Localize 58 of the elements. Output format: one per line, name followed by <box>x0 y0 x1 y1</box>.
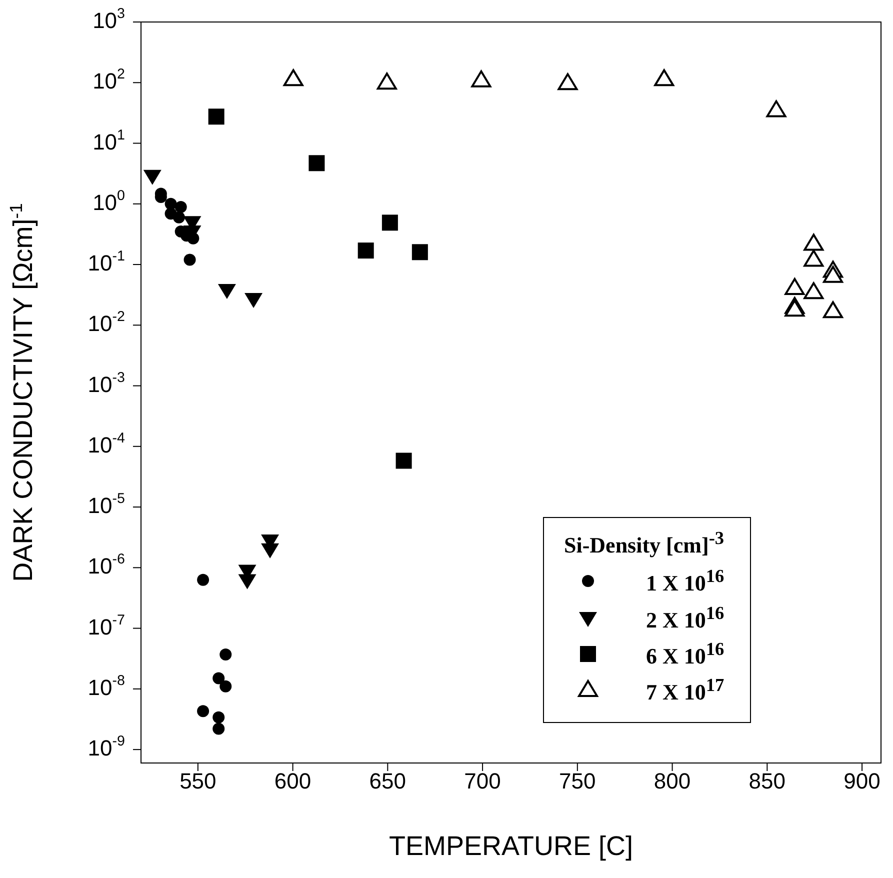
point <box>308 155 325 172</box>
point <box>212 722 225 735</box>
y-tick-label: 10$^{2}$ <box>92 66 126 94</box>
point <box>784 300 805 317</box>
point <box>822 301 843 318</box>
point <box>784 278 805 295</box>
point <box>283 69 304 86</box>
point <box>766 100 786 118</box>
point <box>558 73 578 90</box>
y-tick-label: 10$^{-7}$ <box>88 612 126 640</box>
y-tick-label: 10$^{-9}$ <box>88 733 126 760</box>
x-axis-title: TEMPERATURE [C] <box>388 831 634 861</box>
point <box>212 672 225 684</box>
legend-title: Si-Density [cm]$^{-3}$ <box>564 528 724 558</box>
point <box>212 711 225 724</box>
point <box>261 543 280 558</box>
x-tick-label: 550 <box>180 768 216 794</box>
point <box>471 70 492 88</box>
point <box>396 452 412 469</box>
y-tick-label: 10$^{-8}$ <box>88 672 126 700</box>
point <box>220 648 232 660</box>
point <box>174 200 187 213</box>
point <box>376 72 397 90</box>
point <box>220 680 232 692</box>
x-tick-label: 850 <box>748 768 786 794</box>
y-tick-label: 10$^{-3}$ <box>88 370 126 397</box>
y-tick-label: 10$^{0}$ <box>92 188 126 215</box>
point <box>804 234 824 251</box>
point <box>804 250 824 267</box>
point <box>197 574 210 586</box>
point <box>358 242 374 259</box>
y-tick-label: 10$^{-2}$ <box>88 308 126 336</box>
x-tick-label: 600 <box>274 768 312 794</box>
point <box>184 254 196 266</box>
point <box>822 266 843 283</box>
point <box>654 69 674 86</box>
y-tick-label: 10$^{-6}$ <box>88 551 126 578</box>
legend-label: 7 X 10$^{17}$ <box>646 675 724 706</box>
x-tick-label: 650 <box>369 768 406 794</box>
x-tick-label: 900 <box>844 768 880 794</box>
point <box>382 214 398 231</box>
x-tick-label: 800 <box>654 768 691 794</box>
legend-label: 1 X 10$^{16}$ <box>646 566 724 597</box>
y-tick-label: 10$^{-1}$ <box>88 248 126 276</box>
point <box>197 705 210 718</box>
legend-label: 6 X 10$^{16}$ <box>646 638 724 670</box>
y-tick-label: 10$^{3}$ <box>92 6 126 33</box>
point <box>238 574 256 590</box>
y-tick-label: 10$^{1}$ <box>92 127 126 154</box>
y-tick-label: 10$^{-5}$ <box>88 490 126 518</box>
y-tick-label: 10$^{-4}$ <box>88 430 126 458</box>
point <box>172 211 185 224</box>
x-tick-label: 700 <box>464 768 501 794</box>
point <box>412 244 428 260</box>
point <box>804 282 824 300</box>
x-tick-label: 750 <box>559 768 596 794</box>
point <box>208 108 224 125</box>
legend-label: 2 X 10$^{16}$ <box>646 602 724 633</box>
